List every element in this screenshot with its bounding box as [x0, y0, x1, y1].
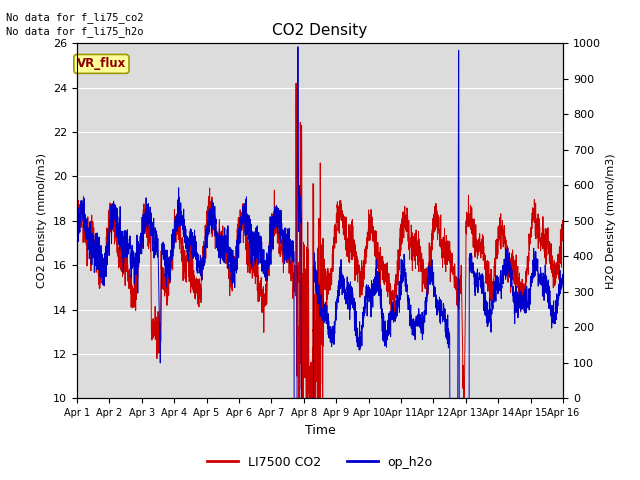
- Legend: LI7500 CO2, op_h2o: LI7500 CO2, op_h2o: [202, 451, 438, 474]
- Y-axis label: H2O Density (mmol/m3): H2O Density (mmol/m3): [607, 153, 616, 288]
- Title: CO2 Density: CO2 Density: [273, 23, 367, 38]
- X-axis label: Time: Time: [305, 424, 335, 437]
- Y-axis label: CO2 Density (mmol/m3): CO2 Density (mmol/m3): [37, 153, 47, 288]
- Text: No data for f_li75_h2o: No data for f_li75_h2o: [6, 26, 144, 37]
- Text: VR_flux: VR_flux: [77, 58, 126, 71]
- Text: No data for f_li75_co2: No data for f_li75_co2: [6, 12, 144, 23]
